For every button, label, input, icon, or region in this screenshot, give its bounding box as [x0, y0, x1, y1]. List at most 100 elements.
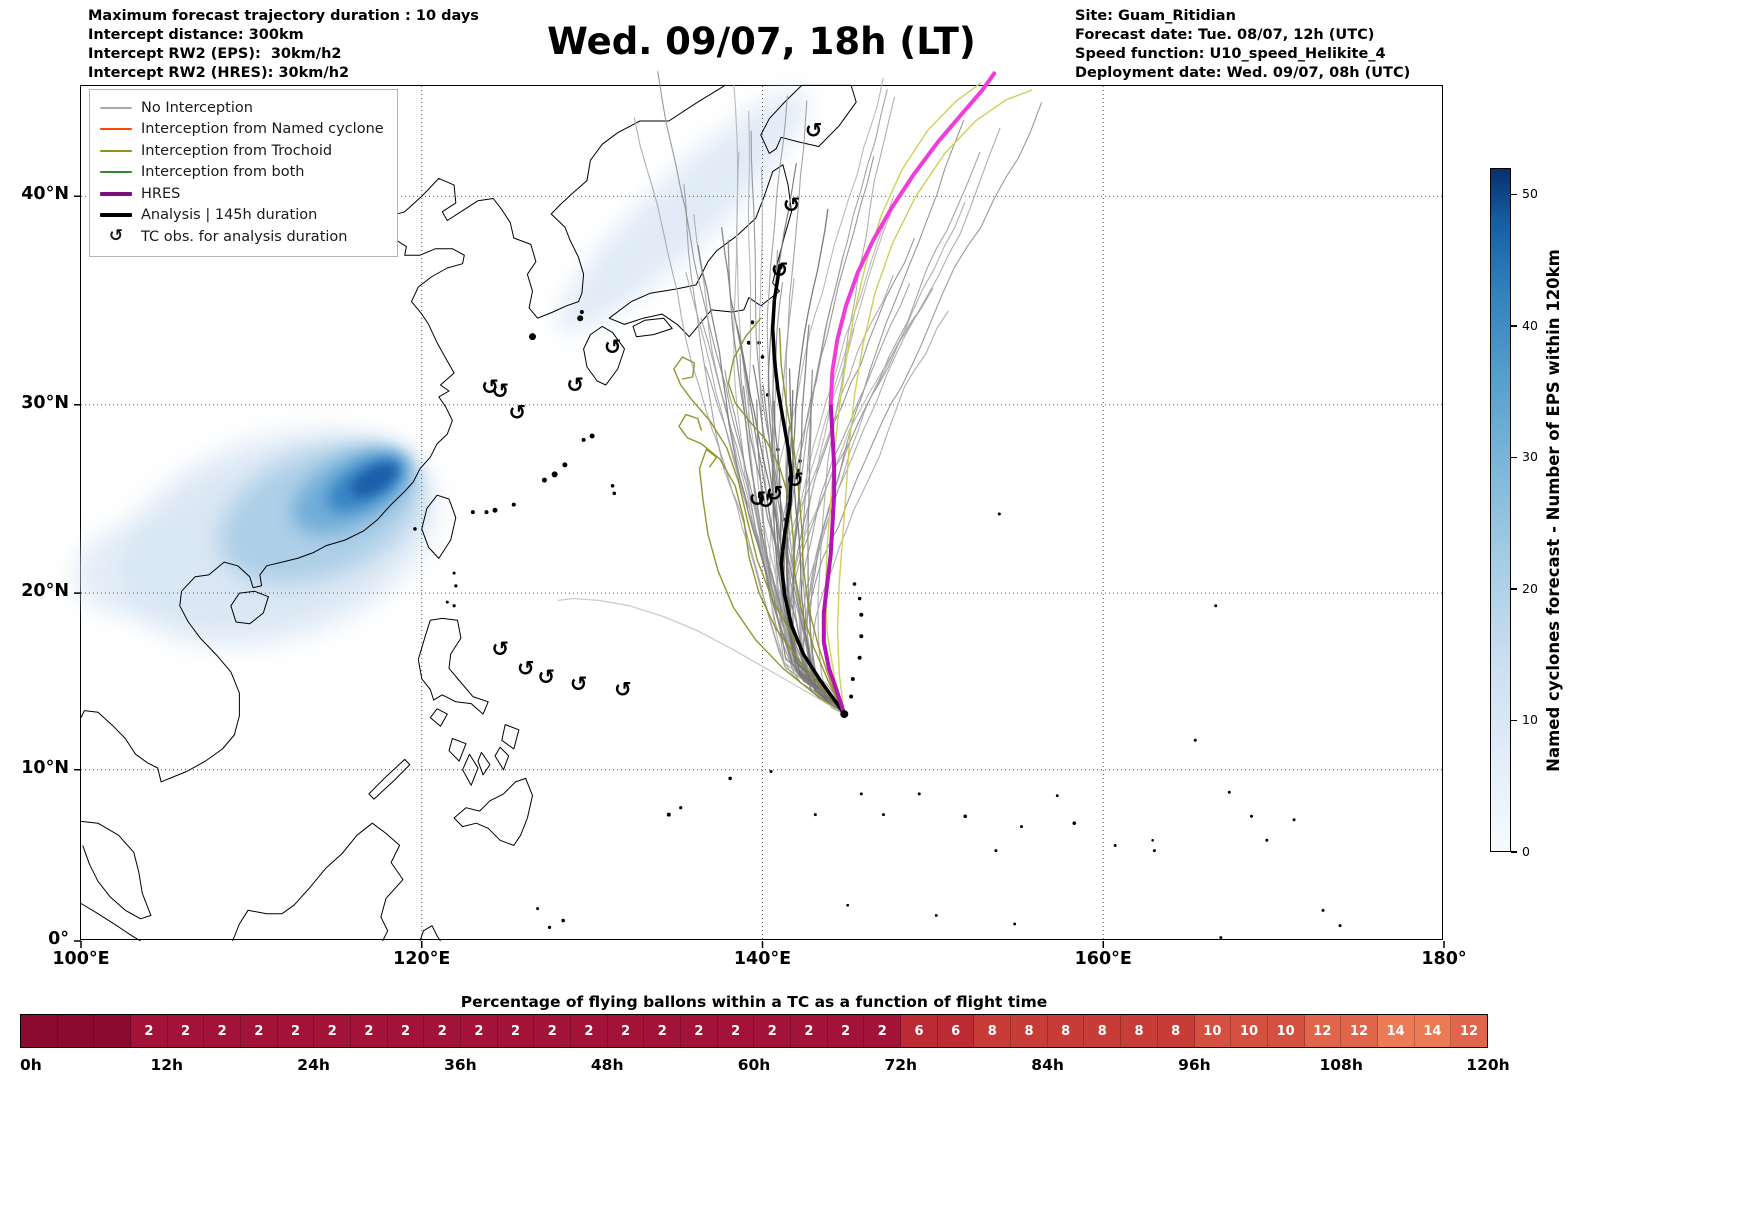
- legend-item-label: TC obs. for analysis duration: [141, 228, 348, 245]
- tc-obs-icon: ↺: [783, 193, 801, 217]
- tc-obs-icon: ↺: [491, 637, 509, 661]
- y-tick-label: 20°N: [21, 581, 69, 602]
- tc-obs-icon: ↺: [614, 678, 632, 702]
- colorbar-tick: [1511, 588, 1517, 590]
- map-legend: No Interception Interception from Named c…: [89, 89, 398, 257]
- flight-bar-segment: 2: [277, 1015, 315, 1047]
- flight-bar-segment: [21, 1015, 58, 1047]
- flight-bar-segment: 2: [204, 1015, 242, 1047]
- flight-bar-segment: 6: [937, 1015, 975, 1047]
- flight-bar-segment: 2: [607, 1015, 645, 1047]
- tc-obs-icon: ↺: [757, 489, 775, 513]
- analysis-track: [770, 264, 847, 716]
- legend-item: HRES: [100, 183, 384, 205]
- y-tick-label: 10°N: [21, 757, 69, 778]
- legend-item: ↺ TC obs. for analysis duration: [100, 226, 384, 248]
- flight-bar-segment: 2: [351, 1015, 388, 1047]
- flight-bar-segment: 2: [461, 1015, 498, 1047]
- interception-tracks: [557, 597, 845, 715]
- hour-tick-label: 96h: [1178, 1056, 1211, 1074]
- legend-item: Interception from Trochoid: [100, 140, 384, 162]
- colorbar-tick-label: 50: [1522, 186, 1538, 202]
- deployment-date-line: Deployment date: Wed. 09/07, 08h (UTC): [1075, 65, 1411, 82]
- legend-item-label: Analysis | 145h duration: [141, 207, 318, 224]
- flight-bar-segment: 2: [534, 1015, 572, 1047]
- x-tick-label: 140°E: [733, 949, 792, 969]
- hour-tick-label: 0h: [20, 1056, 42, 1074]
- legend-line-swatch: [100, 106, 132, 109]
- tc-obs-icon: ↺: [508, 401, 526, 425]
- legend-item-label: Interception from Named cyclone: [141, 121, 384, 138]
- flight-bar-segment: 2: [791, 1015, 828, 1047]
- island-dots: [413, 310, 1342, 940]
- interception-tracks: [824, 82, 1033, 715]
- flight-bar-segment: 8: [1121, 1015, 1158, 1047]
- y-tick-label: 40°N: [21, 184, 69, 205]
- figure-title: Wed. 09/07, 18h (LT): [547, 20, 976, 63]
- flight-bar-segment: 2: [241, 1015, 278, 1047]
- tc-obs-icon: ↺: [749, 487, 767, 511]
- flight-bar-segment: 2: [754, 1015, 792, 1047]
- legend-item: Analysis | 145h duration: [100, 205, 384, 227]
- x-tick-label: 100°E: [52, 949, 110, 969]
- legend-item: No Interception: [100, 97, 384, 119]
- tc-obs-icon: ↺: [771, 258, 789, 282]
- flight-bar-segment: 2: [571, 1015, 608, 1047]
- colorbar-tick-label: 10: [1522, 712, 1538, 728]
- flight-bar-segment: 10: [1267, 1015, 1305, 1047]
- hour-tick-label: 12h: [150, 1056, 184, 1074]
- tc-obs-icon: ↺: [604, 335, 622, 359]
- flight-bar-hour-labels: 0h 12h 24h 36h 48h 60h 72h 84h 96h 108h 120h: [20, 1056, 1510, 1078]
- flight-bar-segment: 2: [497, 1015, 535, 1047]
- trajectory-map: ↺ ↺ ↺ ↺ ↺ ↺ ↺ ↺ ↺ ↺ ↺ ↺ ↺ ↺ ↺ ↺ ↺ No Interception Interce…: [21, 71, 1467, 969]
- legend-item-label: No Interception: [141, 99, 253, 116]
- legend-item: Interception from both: [100, 162, 384, 184]
- tc-obs-icon: ↺: [517, 656, 535, 680]
- flight-bar-segment: 12: [1304, 1015, 1342, 1047]
- flight-bar-segment: 12: [1451, 1015, 1487, 1047]
- flight-bar-title: Percentage of flying ballons within a TC…: [460, 993, 1048, 1011]
- map-canvas: ↺↺↺↺↺↺↺ ↺ ↺ ↺↺↺↺↺↺↺↺: [72, 71, 1445, 948]
- config-line-rw2-eps: Intercept RW2 (EPS): 30km/h2: [88, 46, 342, 63]
- x-tick-label: 120°E: [393, 949, 451, 969]
- tc-obs-icon: ↺: [805, 118, 823, 142]
- colorbar-label-wrap: Named cyclones forecast - Number of EPS …: [1538, 168, 1568, 852]
- colorbar-tick-label: 20: [1522, 580, 1538, 596]
- flight-bar-segment: 2: [864, 1015, 902, 1047]
- run-config-block: Maximum forecast trajectory duration : 1…: [88, 7, 479, 84]
- hour-tick-label: 36h: [444, 1056, 477, 1074]
- hres-track: [821, 71, 997, 717]
- flight-bar-segment: 8: [1084, 1015, 1122, 1047]
- trajectory-origin-marker: [840, 710, 849, 719]
- flight-bar-segment: [94, 1015, 132, 1047]
- colorbar-tick: [1511, 325, 1517, 327]
- site-info-block: Site: Guam_Ritidian Forecast date: Tue. …: [1075, 7, 1410, 84]
- flight-bar-segment: 2: [424, 1015, 462, 1047]
- flight-bar-segment: 2: [717, 1015, 755, 1047]
- legend-item-label: Interception from Trochoid: [141, 142, 333, 159]
- legend-item: Interception from Named cyclone: [100, 119, 384, 141]
- axis-ticks: [74, 195, 1445, 948]
- colorbar-tick: [1511, 456, 1517, 459]
- colorbar-tick: [1511, 851, 1517, 853]
- density-shading: [72, 90, 808, 644]
- flight-bar-segment: 14: [1414, 1015, 1452, 1047]
- flight-bar-segment: 2: [644, 1015, 682, 1047]
- tc-obs-icon: ↺: [570, 672, 588, 696]
- flight-bar-segment: 2: [314, 1015, 352, 1047]
- flight-bar-segment: 2: [827, 1015, 865, 1047]
- flight-bar-segment: 2: [387, 1015, 425, 1047]
- forecast-date-line: Forecast date: Tue. 08/07, 12h (UTC): [1075, 27, 1375, 44]
- tc-obs-icon: ↺: [537, 665, 555, 689]
- site-line: Site: Guam_Ritidian: [1075, 8, 1236, 24]
- y-tick-label: 30°N: [21, 392, 69, 413]
- hour-tick-label: 120h: [1466, 1056, 1510, 1074]
- colorbar-tick-label: 0: [1522, 844, 1530, 859]
- gridlines: [81, 86, 1444, 941]
- tc-obs-icon: ↺: [108, 226, 124, 247]
- interception-tracks: [673, 317, 845, 715]
- speed-function-line: Speed function: U10_speed_Helikite_4: [1075, 46, 1386, 63]
- tc-obs-icon: ↺: [491, 379, 509, 403]
- flight-bar-segment: 10: [1231, 1015, 1268, 1047]
- config-line-duration: Maximum forecast trajectory duration : 1…: [88, 8, 479, 24]
